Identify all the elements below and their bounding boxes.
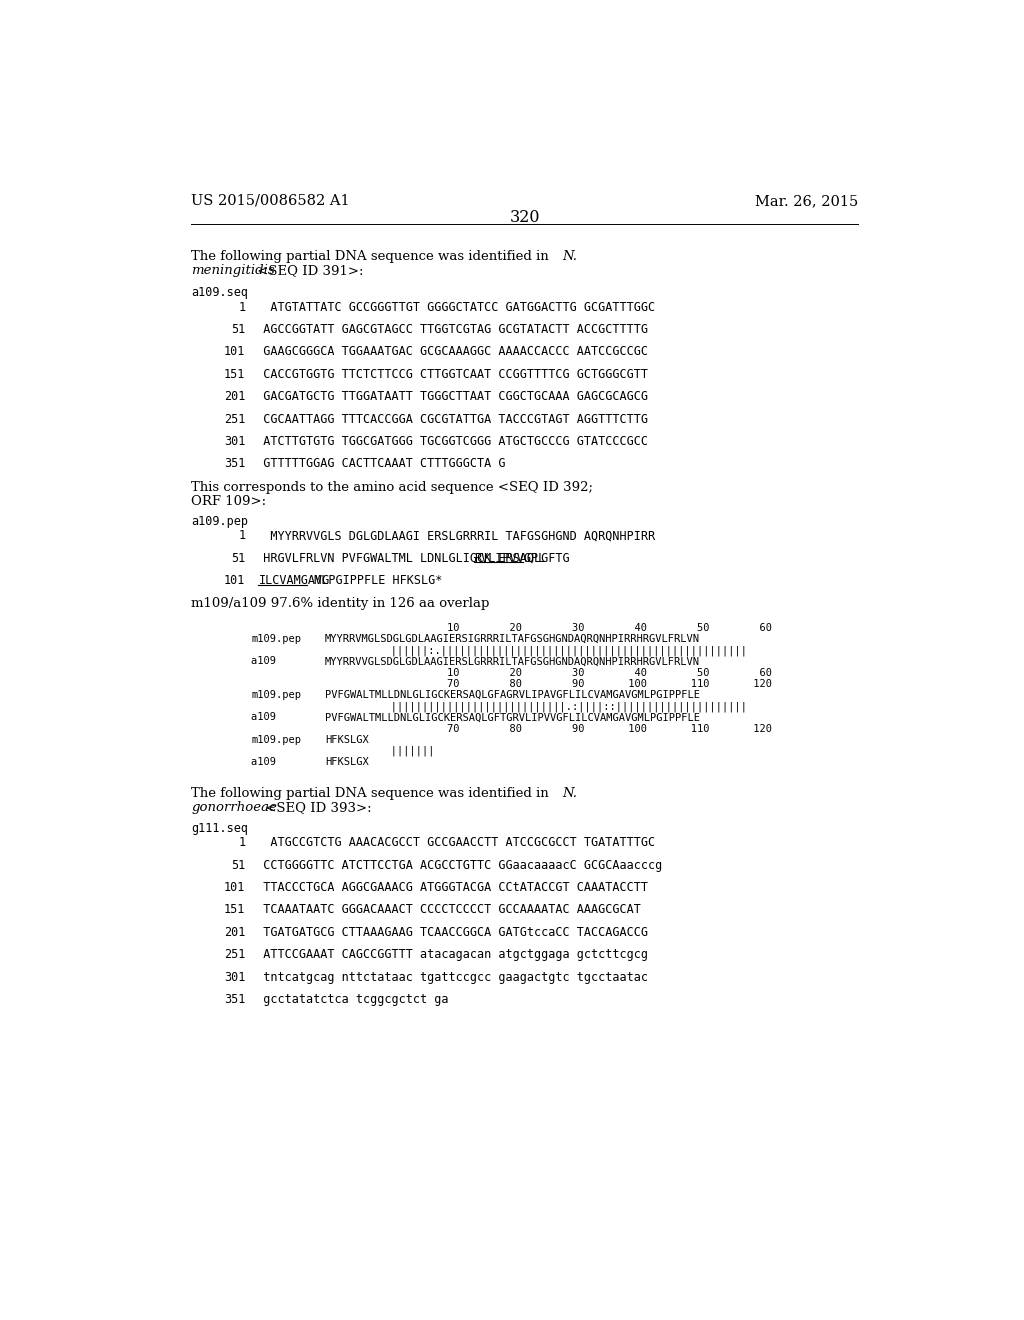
Text: <SEQ ID 393>:: <SEQ ID 393>: <box>261 801 372 813</box>
Text: 70        80        90       100       110       120: 70 80 90 100 110 120 <box>323 723 772 734</box>
Text: ||||||||||||||||||||||||||||.:||||::|||||||||||||||||||||: ||||||||||||||||||||||||||||.:||||::||||… <box>323 701 748 711</box>
Text: TCAAATAATC GGGACAAACT CCCCTCCCCT GCCAAAATAC AAAGCGCAT: TCAAATAATC GGGACAAACT CCCCTCCCCT GCCAAAA… <box>249 903 640 916</box>
Text: GAAGCGGGCA TGGAAATGAC GCGCAAAGGC AAAACCACCC AATCCGCCGC: GAAGCGGGCA TGGAAATGAC GCGCAAAGGC AAAACCA… <box>249 346 647 359</box>
Text: 101: 101 <box>224 880 246 894</box>
Text: GACGATGCTG TTGGATAATT TGGGCTTAAT CGGCTGCAAA GAGCGCAGCG: GACGATGCTG TTGGATAATT TGGGCTTAAT CGGCTGC… <box>249 391 647 403</box>
Text: MLPGIPPFLE HFKSLG*: MLPGIPPFLE HFKSLG* <box>307 574 442 587</box>
Text: N.: N. <box>562 249 578 263</box>
Text: 320: 320 <box>510 210 540 226</box>
Text: |||||||: ||||||| <box>323 746 435 756</box>
Text: MYYRRVVGLSDGLGDLAAGIERSLGRRRILTAFGSGHGNDAQRQNHPIRRHRGVLFRLVN: MYYRRVVGLSDGLGDLAAGIERSLGRRRILTAFGSGHGND… <box>325 656 699 667</box>
Text: MYYRRVMGLSDGLGDLAAGIERSIGRRRILTAFGSGHGNDAQRQNHPIRRHRGVLFRLVN: MYYRRVMGLSDGLGDLAAGIERSIGRRRILTAFGSGHGND… <box>325 634 699 644</box>
Text: m109/a109 97.6% identity in 126 aa overlap: m109/a109 97.6% identity in 126 aa overl… <box>191 598 489 610</box>
Text: tntcatgcag nttctataac tgattccgcc gaagactgtc tgcctaatac: tntcatgcag nttctataac tgattccgcc gaagact… <box>249 970 647 983</box>
Text: a109.seq: a109.seq <box>191 286 249 300</box>
Text: HFKSLGX: HFKSLGX <box>325 735 369 744</box>
Text: CGCAATTAGG TTTCACCGGA CGCGTATTGA TACCCGTAGT AGGTTTCTTG: CGCAATTAGG TTTCACCGGA CGCGTATTGA TACCCGT… <box>249 413 647 425</box>
Text: 51: 51 <box>231 859 246 871</box>
Text: TGATGATGCG CTTAAAGAAG TCAACCGGCA GATGtccaCC TACCAGACCG: TGATGATGCG CTTAAAGAAG TCAACCGGCA GATGtcc… <box>249 925 647 939</box>
Text: ATGCCGTCTG AAACACGCCT GCCGAACCTT ATCCGCGCCT TGATATTTGC: ATGCCGTCTG AAACACGCCT GCCGAACCTT ATCCGCG… <box>249 837 654 849</box>
Text: 1: 1 <box>239 529 246 543</box>
Text: ORF 109>:: ORF 109>: <box>191 495 266 508</box>
Text: meningitidis: meningitidis <box>191 264 275 277</box>
Text: ||||||:.|||||||||||||||||||||||||||||||||||||||||||||||||: ||||||:.||||||||||||||||||||||||||||||||… <box>323 645 748 656</box>
Text: HRGVLFRLVN PVFGWALTML LDNLGLIGCK ERSAQLGFTG: HRGVLFRLVN PVFGWALTML LDNLGLIGCK ERSAQLG… <box>249 552 577 565</box>
Text: g111.seq: g111.seq <box>191 822 249 836</box>
Text: HFKSLGX: HFKSLGX <box>325 758 369 767</box>
Text: Mar. 26, 2015: Mar. 26, 2015 <box>755 194 858 209</box>
Text: a109: a109 <box>251 713 307 722</box>
Text: This corresponds to the amino acid sequence <SEQ ID 392;: This corresponds to the amino acid seque… <box>191 480 594 494</box>
Text: The following partial DNA sequence was identified in: The following partial DNA sequence was i… <box>191 787 554 800</box>
Text: TTACCCTGCA AGGCGAAACG ATGGGTACGA CCtATACCGT CAAATACCTT: TTACCCTGCA AGGCGAAACG ATGGGTACGA CCtATAC… <box>249 880 647 894</box>
Text: N.: N. <box>562 787 578 800</box>
Text: 10        20        30        40        50        60: 10 20 30 40 50 60 <box>323 623 772 632</box>
Text: The following partial DNA sequence was identified in: The following partial DNA sequence was i… <box>191 249 554 263</box>
Text: AGCCGGTATT GAGCGTAGCC TTGGTCGTAG GCGTATACTT ACCGCTTTTG: AGCCGGTATT GAGCGTAGCC TTGGTCGTAG GCGTATA… <box>249 323 647 337</box>
Text: 51: 51 <box>231 323 246 337</box>
Text: gonorrhoeae: gonorrhoeae <box>191 801 278 813</box>
Text: GTTTTTGGAG CACTTCAAAT CTTTGGGCTA G: GTTTTTGGAG CACTTCAAAT CTTTGGGCTA G <box>249 457 505 470</box>
Text: m109.pep: m109.pep <box>251 634 301 644</box>
Text: CACCGTGGTG TTCTCTTCCG CTTGGTCAAT CCGGTTTTCG GCTGGGCGTT: CACCGTGGTG TTCTCTTCCG CTTGGTCAAT CCGGTTT… <box>249 368 647 380</box>
Text: 51: 51 <box>231 552 246 565</box>
Text: a109: a109 <box>251 656 307 667</box>
Text: US 2015/0086582 A1: US 2015/0086582 A1 <box>191 194 350 209</box>
Text: 251: 251 <box>224 413 246 425</box>
Text: PVFGWALTMLLDNLGLIGCKERSAQLGFAGRVLIPAVGFLILCVAMGAVGMLPGIPPFLE: PVFGWALTMLLDNLGLIGCKERSAQLGFAGRVLIPAVGFL… <box>325 690 699 700</box>
Text: a109.pep: a109.pep <box>191 515 249 528</box>
Text: 351: 351 <box>224 993 246 1006</box>
Text: CCTGGGGTTC ATCTTCCTGA ACGCCTGTTC GGaacaaaacC GCGCAaacccg: CCTGGGGTTC ATCTTCCTGA ACGCCTGTTC GGaacaa… <box>249 859 662 871</box>
Text: <SEQ ID 391>:: <SEQ ID 391>: <box>253 264 364 277</box>
Text: 151: 151 <box>224 903 246 916</box>
Text: 1: 1 <box>239 837 246 849</box>
Text: ATGTATTATC GCCGGGTTGT GGGGCTATCC GATGGACTTG GCGATTTGGC: ATGTATTATC GCCGGGTTGT GGGGCTATCC GATGGAC… <box>249 301 654 314</box>
Text: ILCVAMGAVG: ILCVAMGAVG <box>258 574 330 587</box>
Text: 301: 301 <box>224 970 246 983</box>
Text: a109: a109 <box>251 758 307 767</box>
Text: ATTCCGAAAT CAGCCGGTTT atacagacan atgctggaga gctcttcgcg: ATTCCGAAAT CAGCCGGTTT atacagacan atgctgg… <box>249 948 647 961</box>
Text: 201: 201 <box>224 391 246 403</box>
Text: 151: 151 <box>224 368 246 380</box>
Text: 201: 201 <box>224 925 246 939</box>
Text: 101: 101 <box>224 346 246 359</box>
Text: 251: 251 <box>224 948 246 961</box>
Text: MYYRRVVGLS DGLGDLAAGI ERSLGRRRIL TAFGSGHGND AQRQNHPIRR: MYYRRVVGLS DGLGDLAAGI ERSLGRRRIL TAFGSGH… <box>249 529 654 543</box>
Text: 101: 101 <box>224 574 246 587</box>
Text: 70        80        90       100       110       120: 70 80 90 100 110 120 <box>323 678 772 689</box>
Text: PVFGWALTMLLDNLGLIGCKERSAQLGFTGRVLIPVVGFLILCVAMGAVGMLPGIPPFLE: PVFGWALTMLLDNLGLIGCKERSAQLGFTGRVLIPVVGFL… <box>325 713 699 722</box>
Text: RVLIPVVGPL: RVLIPVVGPL <box>474 552 546 565</box>
Text: 351: 351 <box>224 457 246 470</box>
Text: 10        20        30        40        50        60: 10 20 30 40 50 60 <box>323 668 772 677</box>
Text: gcctatatctca tcggcgctct ga: gcctatatctca tcggcgctct ga <box>249 993 449 1006</box>
Text: ATCTTGTGTG TGGCGATGGG TGCGGTCGGG ATGCTGCCCG GTATCCCGCC: ATCTTGTGTG TGGCGATGGG TGCGGTCGGG ATGCTGC… <box>249 434 647 447</box>
Text: m109.pep: m109.pep <box>251 735 301 744</box>
Text: 301: 301 <box>224 434 246 447</box>
Text: m109.pep: m109.pep <box>251 690 301 700</box>
Text: 1: 1 <box>239 301 246 314</box>
